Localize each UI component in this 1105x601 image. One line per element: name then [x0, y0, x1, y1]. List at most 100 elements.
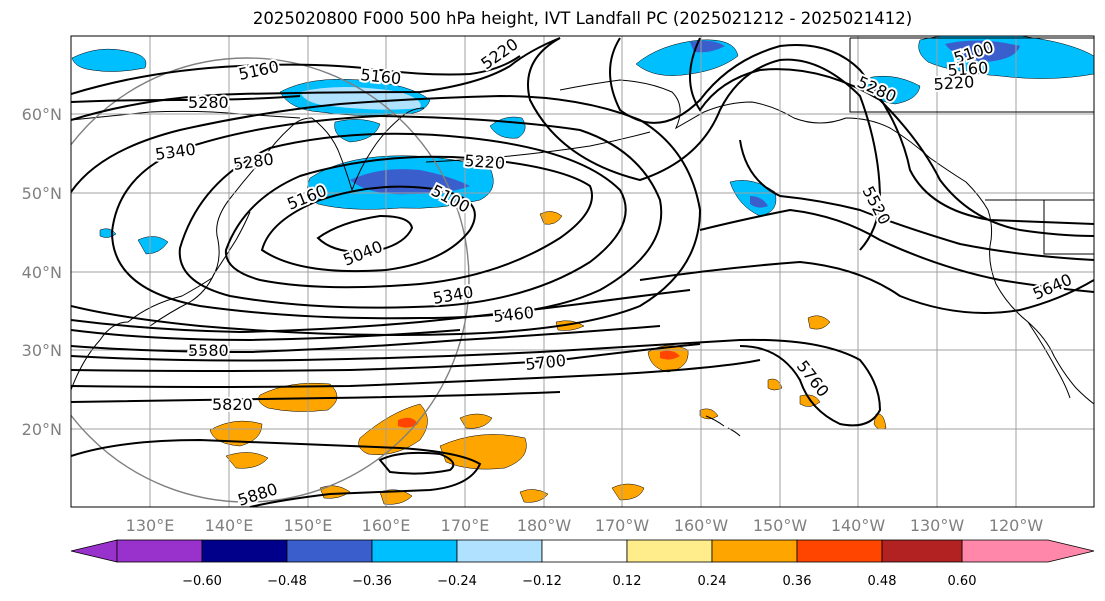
- contour-label: 5220: [464, 151, 506, 173]
- contour-5160-north: [71, 55, 521, 95]
- ivt-shade-medium: [945, 40, 1020, 62]
- contour-5640-west: [71, 338, 882, 427]
- contour-5100: [260, 185, 476, 273]
- lon-label: 170°E: [441, 516, 490, 535]
- colorbar-ticks: −0.60 −0.48 −0.36 −0.24 −0.12 0.12 0.24 …: [182, 574, 976, 589]
- ivt-shade-blue: [71, 48, 147, 72]
- ivt-shade-orange: [459, 413, 493, 429]
- ivt-shade-orange: [439, 434, 527, 470]
- lon-label: 140°E: [205, 516, 254, 535]
- lat-label: 20°N: [22, 420, 62, 439]
- colorbar-swatch: [881, 539, 963, 563]
- ivt-shade-orange: [379, 489, 413, 505]
- colorbar-tick-label: 0.12: [613, 574, 642, 589]
- contour-label: 5340: [154, 139, 197, 163]
- coastline-usa-west: [989, 245, 1094, 405]
- colorbar-extend-low: [70, 539, 118, 563]
- contour-5220: [178, 132, 627, 309]
- highlight-box: [849, 37, 1094, 113]
- ivt-shade-red: [660, 350, 680, 360]
- ivt-shade-red: [398, 417, 418, 428]
- coastline-alaska: [559, 79, 847, 130]
- ivt-shade-orange: [225, 452, 269, 469]
- lon-label: 120°W: [989, 516, 1044, 535]
- colorbar-extend-high: [961, 539, 1095, 563]
- contour-label: 5280: [188, 93, 229, 112]
- contour-5160: [224, 155, 593, 289]
- colorbar-tick-label: −0.48: [267, 574, 307, 589]
- ivt-shade-orange: [258, 382, 338, 412]
- colorbar: [70, 539, 1095, 563]
- lon-label: 150°E: [284, 516, 333, 535]
- coastline-bc: [845, 117, 993, 247]
- contour-5520: [739, 139, 1094, 261]
- lat-label: 40°N: [22, 263, 62, 282]
- contour-5580-east: [699, 208, 1094, 293]
- lon-label: 160°W: [674, 516, 729, 535]
- lon-label: 150°W: [753, 516, 808, 535]
- height-contours: [71, 37, 1094, 507]
- lon-label: 180°W: [517, 516, 572, 535]
- contour-ridge-east-2: [689, 37, 1094, 237]
- lon-label: 160°E: [362, 516, 411, 535]
- ivt-shade-orange: [807, 315, 831, 330]
- ivt-shade-orange: [539, 211, 563, 225]
- colorbar-swatch: [711, 539, 798, 563]
- contour-label: 5580: [188, 341, 229, 360]
- coastline-north-asia: [71, 110, 301, 121]
- ivt-shade-blue: [137, 236, 169, 255]
- colorbar-swatch: [371, 539, 458, 563]
- contour-5880-north: [71, 438, 482, 507]
- colorbar-swatch: [456, 539, 543, 563]
- contour-5460: [71, 289, 691, 334]
- lon-label: 130°W: [910, 516, 965, 535]
- country-border: [985, 199, 1094, 255]
- colorbar-tick-label: 0.60: [948, 574, 977, 589]
- map-panel[interactable]: 5160 5160 5220 5280 5340 5280 5220 5160 …: [25, 34, 1095, 510]
- colorbar-swatch: [541, 539, 628, 563]
- contour-5700: [71, 343, 701, 372]
- lon-label: 140°W: [831, 516, 886, 535]
- contour-5520-west: [71, 329, 461, 342]
- colorbar-swatch: [116, 539, 203, 563]
- colorbar-swatch: [626, 539, 713, 563]
- ivt-shade-medium: [750, 196, 768, 208]
- contour-5760: [71, 359, 761, 388]
- lon-label: 130°E: [126, 516, 175, 535]
- lon-label: 170°W: [595, 516, 650, 535]
- colorbar-tick-label: −0.12: [522, 574, 562, 589]
- contour-label: 5220: [933, 72, 975, 94]
- lat-label: 60°N: [22, 105, 62, 124]
- coastline-kamchatka: [311, 107, 425, 192]
- latitude-labels: 60°N 50°N 40°N 30°N 20°N: [22, 105, 62, 439]
- contour-5820: [71, 391, 561, 403]
- contour-5880-south: [378, 451, 455, 475]
- colorbar-swatch: [201, 539, 288, 563]
- lat-label: 50°N: [22, 184, 62, 203]
- map-frame: [70, 35, 1095, 508]
- colorbar-swatch: [286, 539, 373, 563]
- colorbar-tick-label: 0.24: [698, 574, 727, 589]
- colorbar-tick-label: 0.36: [783, 574, 812, 589]
- colorbar-swatch: [796, 539, 883, 563]
- colorbar-tick-label: 0.48: [868, 574, 897, 589]
- coastline-japan: [149, 211, 251, 327]
- contour-trough-east: [527, 37, 882, 251]
- contour-label: 5820: [212, 395, 253, 414]
- contour-5340: [71, 94, 702, 336]
- contour-5580: [71, 325, 661, 354]
- boundaries: [849, 37, 1094, 255]
- coastline-baja: [1027, 321, 1071, 399]
- contour-5640: [639, 260, 1094, 314]
- colorbar-tick-label: −0.60: [182, 574, 222, 589]
- colorbar-tick-label: −0.24: [437, 574, 477, 589]
- ivt-shade-orange: [873, 413, 887, 430]
- lat-label: 30°N: [22, 341, 62, 360]
- coastline-asia: [71, 117, 313, 391]
- ivt-negative-shading: [71, 36, 1094, 255]
- colorbar-tick-label: −0.36: [352, 574, 392, 589]
- contour-5280: [110, 114, 663, 320]
- ivt-shade-orange: [699, 408, 719, 420]
- contour-5280-north: [71, 95, 301, 103]
